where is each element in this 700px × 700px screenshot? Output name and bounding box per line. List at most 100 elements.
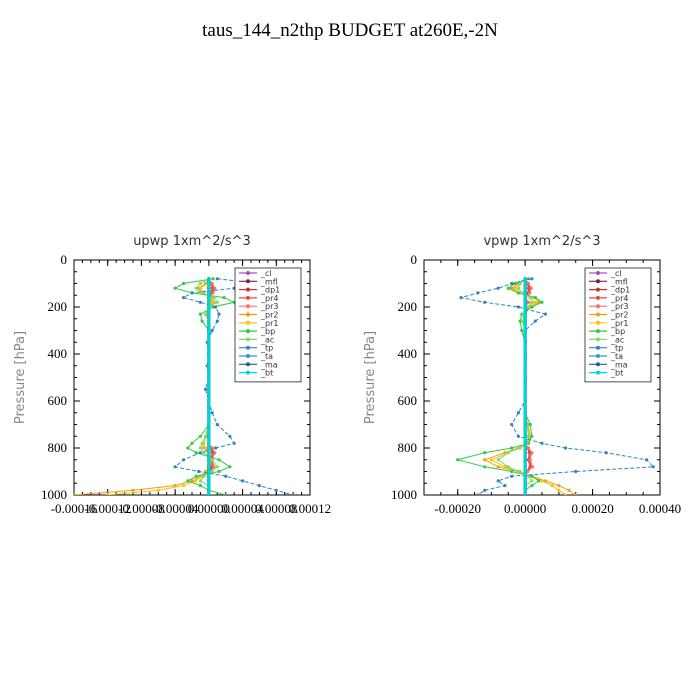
panel2-series-point [520,319,525,323]
panel1-series-point [232,441,236,445]
panel2-legend-label: _ma [610,360,628,369]
panel2-series-point [483,465,487,469]
panel1-series-point [207,422,211,427]
panel1-series-point [207,286,211,290]
panel2-series-point [523,291,527,295]
panel1-series-line-ac [195,278,219,495]
panel1-series-point [215,277,219,281]
panel1-legend-marker [246,337,250,342]
panel2-xtick-label: 0.00000 [504,501,546,516]
panel2-series-point [523,312,527,316]
panel2-series-point [523,493,527,495]
panel2-series-point [510,474,514,478]
panel2-series-point [523,458,527,462]
panel1-legend-label: _mfl [260,277,278,286]
panel1-series-point [207,488,211,492]
panel2-series-point [540,479,544,483]
panel2-series-point [506,465,510,469]
panel1-series-point [207,340,211,344]
panel1-ytick-label: 1000 [41,487,67,502]
panel2-series-point [503,465,507,469]
panel2-series-point [523,484,527,488]
panel2-series-point [523,281,527,286]
panel1-series-point [207,451,211,455]
panel2-series-point [523,411,527,415]
panel2-series-point [523,340,527,344]
panel1-series-point [198,451,202,455]
panel1-legend-marker [246,345,250,350]
panel2-ytick-label: 600 [398,393,418,408]
panel2-series-point [540,300,544,304]
panel1-xtick-label: -0.00012 [84,501,131,516]
panel2-series-point [516,286,521,290]
panel1-xtick-label: 0.00000 [188,501,230,516]
panel2-series-point [526,286,531,290]
panel2-series-point [530,305,534,309]
panel2-series-point [526,281,531,286]
panel1-series-point [207,411,211,415]
panel1-series-point [207,312,211,316]
panel1-series-point [173,286,177,290]
panel1-series-point [198,312,202,316]
panel2-series-point [516,291,521,295]
panel2-legend-label: _ta [610,352,623,361]
panel1-series-point [200,319,204,323]
panel2-legend-label: _pr1 [610,319,628,328]
panel1-series-point [217,458,221,462]
panel1-xtick-label: -0.00004 [152,501,199,516]
panel1-legend-label: _dp1 [260,286,280,295]
panel2-series-point [523,300,527,304]
panel1-series-point [207,319,211,323]
panel1-legend-label: _tp [260,344,273,353]
panel2-legend-marker [596,295,600,300]
panel1-series-point [207,465,211,469]
panel1-legend-label: _bt [260,369,273,378]
panel1-series-point [203,446,208,450]
panel2-series-point [506,286,510,290]
panel1-series-point [156,488,160,492]
panel1-ylabel: Pressure [hPa] [13,331,28,424]
panel2-series-point [537,479,541,483]
panel2-series-point [523,352,527,356]
panel1-series-point [207,281,211,286]
panel2-legend-marker [596,329,600,334]
panel2-series-point [518,281,522,286]
panel1-series-point [222,296,226,300]
panel2-legend-label: _tp [610,344,623,353]
panel1-series-point [198,434,202,438]
panel2-series-point [528,291,532,295]
panel1-series-point [203,434,208,438]
panel2-series-point [528,422,532,427]
panel1-series-point [274,488,278,492]
panel1-series-point [194,286,198,290]
panel2-series-point [530,434,534,438]
panel1-series-point [224,474,228,478]
panel2-series-point [528,458,532,462]
panel1-legend-marker [246,287,250,292]
panel2-series-point [533,319,537,323]
panel2-series-point [523,296,527,300]
panel2-series-point [510,422,514,427]
panel1-series-point [197,469,201,474]
panel2-legend-marker [596,345,600,350]
panel2-series-point [496,479,500,483]
panel1-legend-label: _pr4 [260,294,278,303]
panel1-series-point [217,312,221,316]
panel2-legend-marker [596,312,600,317]
panel2-series-point [530,484,534,488]
panel1-series-point [210,458,214,462]
panel2-series-point [496,458,500,462]
panel2-series-point [516,469,521,474]
panel2-series-point [567,488,571,492]
panel2-series-point [483,451,487,455]
panel2-series-point [523,399,527,403]
panel2-series-point [526,305,530,309]
panel1-legend-marker [246,312,250,317]
panel2-series-point [530,300,534,304]
panel1-series-point [106,493,110,495]
panel1-legend-marker [246,279,250,284]
panel2-legend-marker [596,362,600,367]
panel1-series-point [207,474,211,478]
panel2-series-point [564,493,568,495]
panel1-series-point [212,296,216,300]
